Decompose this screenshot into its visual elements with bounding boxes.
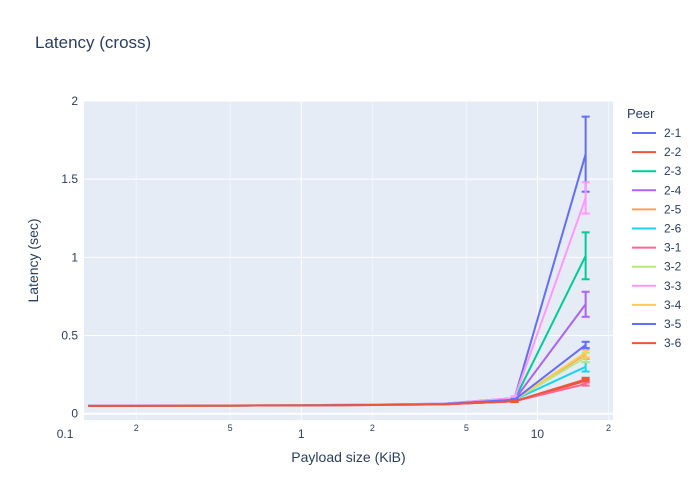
y-tick-label: 1.5 [61, 172, 78, 186]
legend-item-3-2[interactable]: 3-2 [632, 260, 682, 274]
x-tick-label: 0.1 [57, 427, 74, 441]
plot-background [84, 101, 613, 420]
legend-item-2-4[interactable]: 2-4 [632, 183, 682, 197]
series-3-6 [87, 376, 590, 407]
x-minor-tick-label: 2 [370, 423, 375, 433]
legend-label: 3-5 [664, 317, 682, 331]
legend[interactable]: Peer 2-1 2-2 2-3 2-4 2-5 2-6 3-1 3-2 3-3 3-4 3-5 3-… [627, 106, 682, 350]
x-axis-title: Payload size (KiB) [291, 449, 405, 465]
legend-label: 3-3 [664, 279, 682, 293]
legend-label: 3-2 [664, 260, 682, 274]
legend-label: 3-1 [664, 241, 682, 255]
legend-label: 2-3 [664, 164, 682, 178]
grid-layer [64, 100, 613, 420]
legend-item-2-1[interactable]: 2-1 [632, 126, 682, 140]
legend-title: Peer [627, 106, 655, 121]
legend-item-3-5[interactable]: 3-5 [632, 317, 682, 331]
y-tick-label: 1 [71, 250, 78, 264]
legend-label: 2-4 [664, 183, 682, 197]
legend-item-2-3[interactable]: 2-3 [632, 164, 682, 178]
legend-label: 3-4 [664, 298, 682, 312]
legend-item-3-6[interactable]: 3-6 [632, 336, 682, 350]
x-tick-label: 1 [298, 427, 305, 441]
y-axis-title: Latency (sec) [25, 218, 41, 302]
legend-item-2-6[interactable]: 2-6 [632, 222, 682, 236]
legend-item-2-5[interactable]: 2-5 [632, 202, 682, 216]
legend-item-2-2[interactable]: 2-2 [632, 145, 682, 159]
legend-item-3-4[interactable]: 3-4 [632, 298, 682, 312]
legend-item-3-3[interactable]: 3-3 [632, 279, 682, 293]
series-layer [87, 115, 590, 407]
legend-label: 2-1 [664, 126, 682, 140]
legend-label: 3-6 [664, 336, 682, 350]
x-minor-tick-label: 5 [464, 423, 469, 433]
x-minor-tick-label: 2 [134, 423, 139, 433]
series-line-3-6 [87, 378, 586, 407]
y-tick-label: 0.5 [61, 329, 78, 343]
legend-label: 2-5 [664, 202, 682, 216]
x-tick-label: 10 [531, 427, 545, 441]
legend-item-3-1[interactable]: 3-1 [632, 241, 682, 255]
y-tick-label: 2 [71, 94, 78, 108]
y-tick-label: 0 [71, 407, 78, 421]
chart-title: Latency (cross) [35, 33, 152, 52]
x-minor-tick-label: 5 [228, 423, 233, 433]
legend-label: 2-6 [664, 222, 682, 236]
x-minor-tick-label: 2 [606, 423, 611, 433]
tick-layer: 0.1 1 10 2 5 2 5 2 0 0.5 1 1.5 2 [57, 94, 611, 441]
legend-label: 2-2 [664, 145, 682, 159]
